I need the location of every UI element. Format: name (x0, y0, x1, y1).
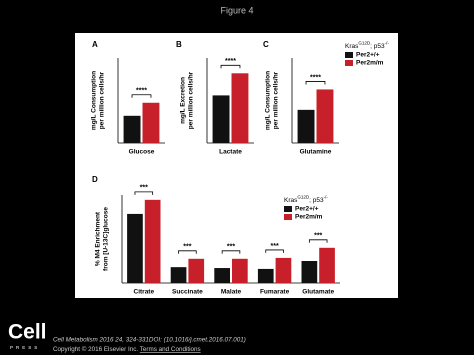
y-axis-label: % M4 Enrichment (95, 211, 102, 266)
legend-swatch (284, 206, 292, 212)
bar (144, 199, 161, 283)
y-axis-label: per million cells/hr (188, 71, 195, 129)
bar (231, 73, 249, 143)
panel-label: B (176, 40, 182, 49)
x-tick-label: Glutamine (300, 149, 332, 156)
legend-title: KrasG12D; p53-/- (284, 195, 328, 204)
figure-title: Figure 4 (220, 5, 253, 15)
bar (297, 109, 315, 143)
significance-bracket (265, 249, 284, 253)
significance-label: **** (225, 58, 236, 65)
y-axis-label: from [U-13C]glucose (103, 207, 110, 271)
legend-title-part: Kras (284, 197, 298, 204)
copyright: Copyright © 2016 Elsevier Inc. Terms and… (53, 345, 201, 353)
bar (319, 247, 335, 283)
bar (275, 257, 292, 283)
legend-label: Per2m/m (356, 60, 384, 67)
bar (170, 267, 187, 283)
x-tick-label: Lactate (219, 149, 242, 156)
significance-label: *** (183, 244, 191, 251)
significance-bracket (178, 250, 197, 254)
logo: Cell (8, 321, 47, 344)
significance-bracket (305, 81, 326, 85)
y-axis-label: mg/L Excretion (180, 77, 187, 124)
legend-title-part: ; p53 (309, 197, 324, 204)
bar (257, 268, 274, 283)
legend-title-part: ; p53 (370, 43, 385, 50)
significance-label: *** (140, 185, 148, 192)
significance-label: *** (314, 233, 322, 240)
legend-title: KrasG12D; p53-/- (345, 41, 389, 50)
significance-bracket (134, 191, 154, 195)
x-tick-label: Fumarate (260, 289, 290, 296)
legend-swatch (284, 214, 292, 220)
significance-bracket (221, 250, 241, 254)
terms-link[interactable]: Terms and Conditions (140, 346, 201, 353)
x-tick-label: Malate (221, 289, 242, 296)
legend-title-part: -/- (385, 41, 390, 46)
legend-label: Per2+/+ (295, 206, 319, 213)
panel-label: A (92, 40, 98, 49)
y-axis-label: mg/L Consumption (265, 71, 272, 130)
bar (232, 258, 248, 283)
copyright-text: Copyright © 2016 Elsevier Inc. (53, 345, 138, 353)
legend-swatch (345, 60, 353, 66)
y-axis-label: per million cells/hr (99, 71, 106, 129)
bar (142, 102, 160, 143)
significance-label: **** (136, 88, 147, 95)
y-axis-label: mg/L Consumption (91, 71, 98, 130)
bar (316, 89, 334, 143)
panel-label: D (92, 175, 98, 184)
logo-sub: PRESS (10, 345, 40, 350)
citation: Cell Metabolism 2016 24, 324-331DOI: (10… (53, 337, 246, 344)
significance-label: *** (271, 243, 279, 250)
bar (212, 95, 230, 143)
legend-title-part: G12D (297, 195, 310, 200)
panel-label: C (263, 40, 269, 49)
legend-title-part: -/- (324, 195, 329, 200)
significance-bracket (131, 94, 152, 98)
legend-label: Per2m/m (295, 214, 323, 221)
legend-swatch (345, 52, 353, 58)
figure-panel (75, 33, 398, 298)
significance-label: **** (310, 74, 321, 81)
bar (123, 115, 141, 143)
x-tick-label: Succinate (172, 289, 203, 296)
significance-bracket (220, 64, 241, 69)
significance-bracket (308, 239, 328, 243)
bar (301, 261, 318, 283)
legend-label: Per2+/+ (356, 52, 380, 59)
bar (127, 213, 143, 283)
y-axis-label: per million cells/hr (273, 71, 280, 129)
bar (214, 268, 230, 283)
legend-title-part: Kras (345, 43, 359, 50)
x-tick-label: Glucose (129, 149, 155, 156)
x-tick-label: Glutamate (302, 289, 334, 296)
bar (188, 258, 205, 283)
legend-title-part: G12D (358, 41, 371, 46)
significance-label: *** (227, 244, 235, 251)
x-tick-label: Citrate (134, 289, 155, 296)
